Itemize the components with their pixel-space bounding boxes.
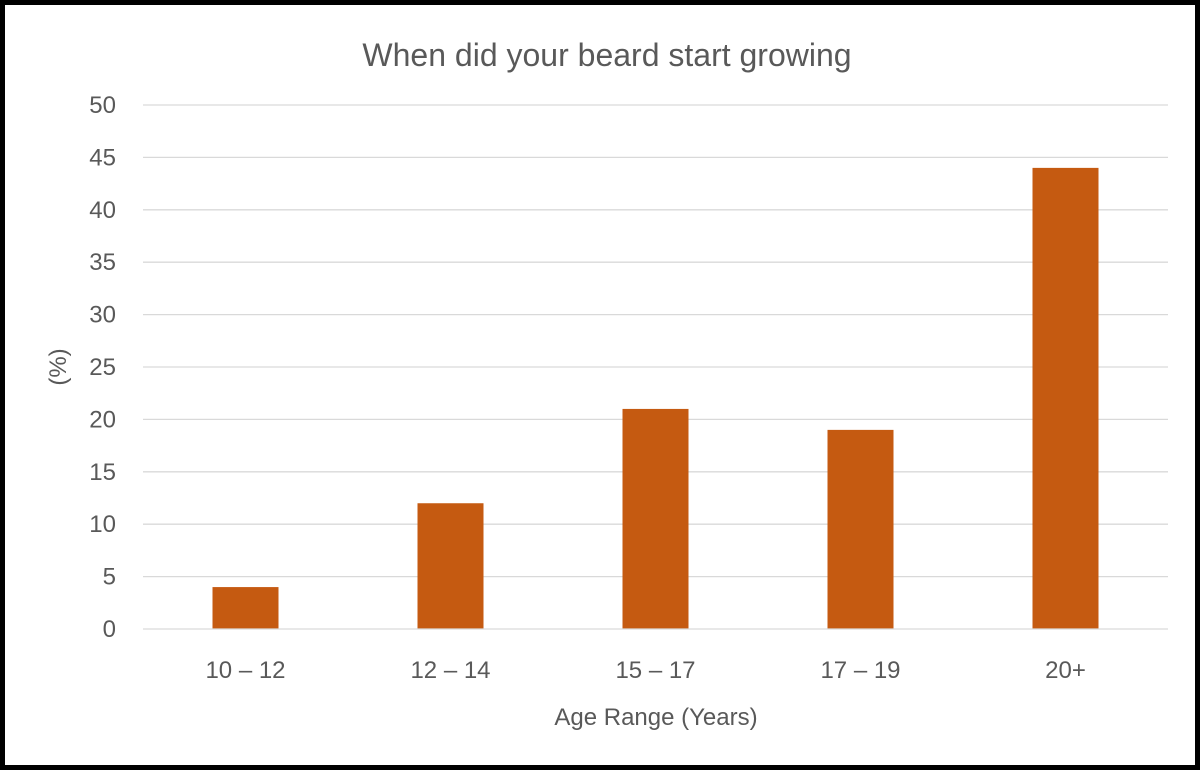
y-tick-label: 5 (103, 564, 116, 591)
bar (212, 587, 279, 629)
y-tick-label: 40 (89, 197, 116, 224)
gridlines (143, 104, 1168, 578)
bars (212, 167, 1099, 629)
bar (827, 429, 894, 629)
y-tick-label: 25 (89, 354, 116, 381)
x-tick-label: 17 – 19 (820, 657, 900, 684)
y-tick-label: 50 (89, 92, 116, 119)
bar (417, 503, 484, 629)
bar (1032, 167, 1099, 629)
y-tick-label: 30 (89, 302, 116, 329)
y-tick-label: 20 (89, 406, 116, 433)
y-tick-label: 0 (103, 616, 116, 643)
y-tick-label: 35 (89, 249, 116, 276)
x-tick-label: 10 – 12 (205, 657, 285, 684)
x-axis-ticks: 10 – 12 12 – 14 15 – 17 17 – 19 20+ (205, 657, 1085, 684)
y-axis-label: (%) (45, 348, 72, 385)
chart-title: When did your beard start growing (362, 37, 851, 73)
x-tick-label: 12 – 14 (410, 657, 490, 684)
y-tick-label: 45 (89, 144, 116, 171)
x-tick-label: 15 – 17 (615, 657, 695, 684)
x-tick-label: 20+ (1045, 657, 1086, 684)
bar (622, 408, 689, 629)
y-tick-label: 15 (89, 459, 116, 486)
x-axis-label: Age Range (Years) (554, 704, 757, 731)
y-tick-label: 10 (89, 511, 116, 538)
y-axis-ticks: 0 5 10 15 20 25 30 35 40 45 50 (89, 92, 116, 643)
